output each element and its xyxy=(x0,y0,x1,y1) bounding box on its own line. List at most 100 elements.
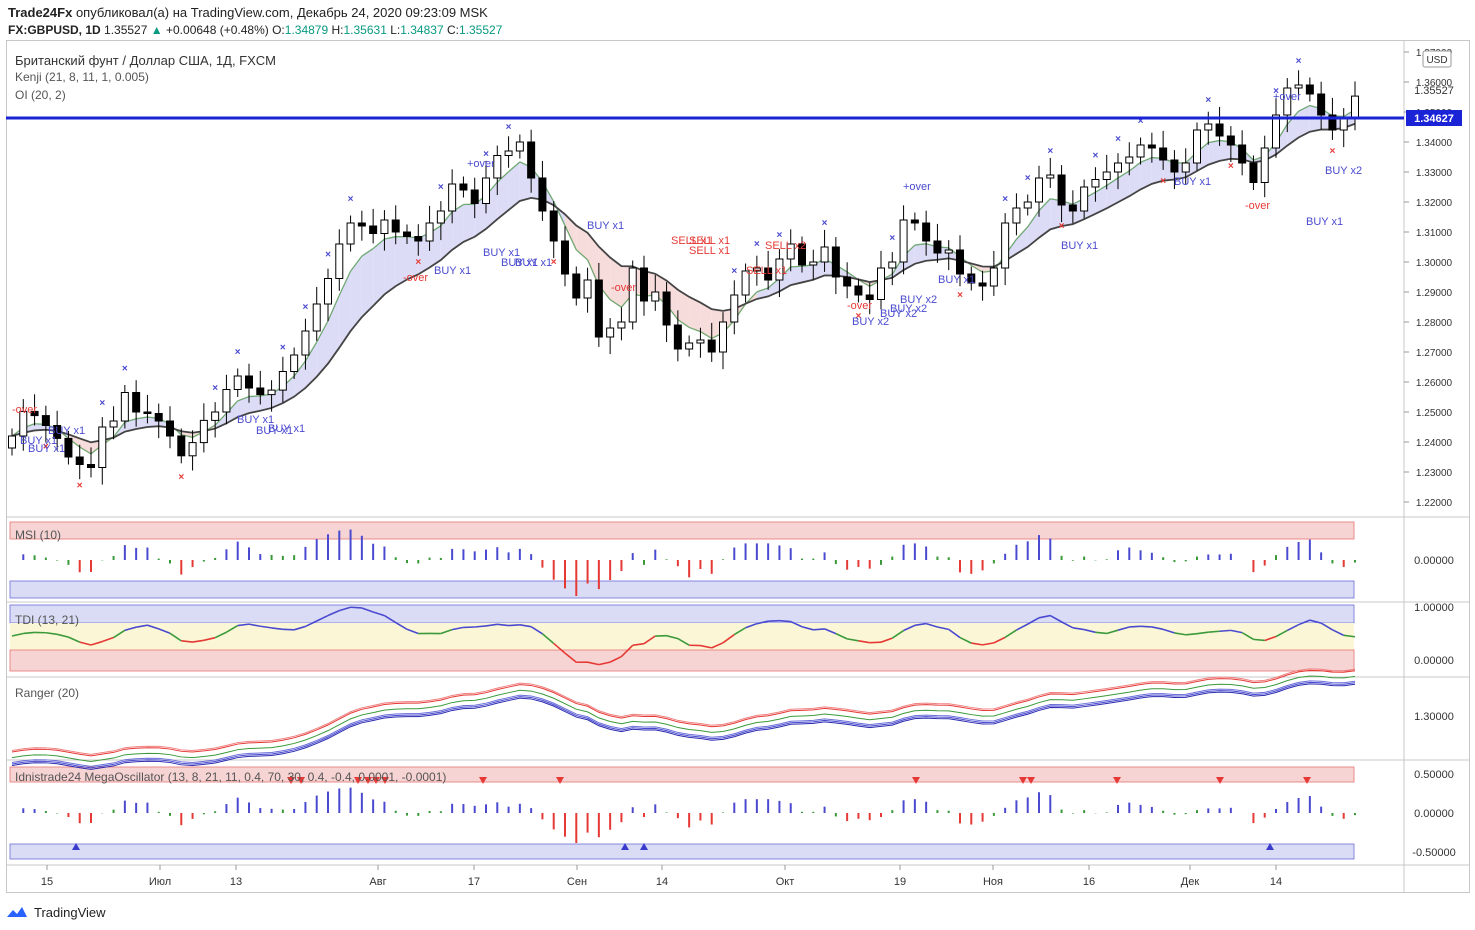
tdi-line-segment xyxy=(971,642,983,646)
kenji-cloud-segment xyxy=(1118,170,1130,203)
kenji-cloud-segment xyxy=(452,204,464,250)
tdi-line-segment xyxy=(1253,638,1265,642)
tdi-line-segment xyxy=(282,628,295,631)
candle-body xyxy=(583,279,592,299)
time-tick-label: Июл xyxy=(149,876,171,888)
tdi-line-segment xyxy=(192,639,204,643)
candle-body xyxy=(459,183,468,191)
over-signal-label: +over xyxy=(1273,91,1301,103)
price-line-label-bg xyxy=(1406,110,1462,126)
msi-legend[interactable]: MSI (10) xyxy=(15,528,61,542)
mega-buy-triangle xyxy=(640,843,648,850)
tdi-line-segment xyxy=(372,611,385,617)
price-tick-label: 1.29000 xyxy=(1416,288,1453,299)
mega-legend[interactable]: Idnistrade24 MegaOscillator (13, 8, 21, … xyxy=(15,770,446,784)
candle-body xyxy=(87,464,95,468)
tdi-line-segment xyxy=(1140,625,1152,628)
under-signal-label: -over xyxy=(403,272,428,284)
candle-body xyxy=(1328,114,1337,131)
tdi-line-segment xyxy=(847,638,859,642)
candle-body xyxy=(324,278,332,305)
mega-sell-triangle xyxy=(556,777,564,784)
tdi-line-segment xyxy=(733,627,746,636)
kenji-fast-line-segment xyxy=(181,434,193,438)
price-tick-label: 1.23000 xyxy=(1416,468,1453,479)
under-signal-label: -over xyxy=(1245,200,1270,212)
kenji-fast-line-segment xyxy=(677,319,690,328)
candle-body xyxy=(820,246,829,263)
sell-cross-mark: × xyxy=(1330,146,1336,157)
candle-body xyxy=(877,267,885,300)
close-value: 1.35527 xyxy=(458,23,503,37)
candle-body xyxy=(1136,144,1145,158)
kenji-fast-line-segment xyxy=(564,225,577,251)
mega-sell-triangle xyxy=(381,777,389,784)
tdi-line-segment xyxy=(914,622,927,627)
candle-body xyxy=(188,442,197,457)
candle-body xyxy=(933,240,942,254)
time-tick-label: 19 xyxy=(894,876,906,888)
kenji-cloud-segment xyxy=(914,243,927,264)
legend-kenji[interactable]: Kenji (21, 8, 11, 1, 0.005) xyxy=(15,70,149,84)
mega-sell-triangle xyxy=(297,777,305,784)
tdi-line-segment xyxy=(519,624,532,628)
tdi-line-segment xyxy=(993,636,1006,644)
price-tick-label: 1.32000 xyxy=(1416,198,1453,209)
footer-brand[interactable]: TradingView xyxy=(34,904,106,920)
kenji-cloud-segment xyxy=(1129,162,1141,197)
buy-cross-mark: × xyxy=(731,266,737,277)
tdi-line-segment xyxy=(181,640,193,643)
buy-cross-mark: × xyxy=(777,230,783,241)
tdi-line-segment xyxy=(903,624,916,632)
kenji-cloud-segment xyxy=(576,225,588,260)
tdi-line-segment xyxy=(113,629,126,639)
candle-body xyxy=(696,339,705,344)
candles[interactable] xyxy=(8,70,1359,485)
price-tick-label: 1.30000 xyxy=(1416,258,1453,269)
buy-cross-mark: × xyxy=(1273,86,1279,97)
tdi-line-segment xyxy=(395,621,408,630)
mega-sell-triangle xyxy=(354,777,362,784)
tdi-line-segment xyxy=(497,623,509,627)
price-tick-label: 1.33000 xyxy=(1416,168,1453,179)
buy-cross-mark: × xyxy=(1205,95,1211,106)
time-tick-label: 14 xyxy=(656,876,668,888)
low-value: 1.34837 xyxy=(400,23,444,37)
chart-frame[interactable] xyxy=(6,40,1470,893)
tdi-line-segment xyxy=(1106,629,1119,635)
buy-cross-mark: × xyxy=(1047,146,1053,157)
ranger-legend[interactable]: Ranger (20) xyxy=(15,686,79,700)
time-axis[interactable]: 15 Июл 13 Авг 17 Сен 14 Окт 19 Ноя 16 Дек 14 xyxy=(41,865,1282,888)
candle-body xyxy=(707,339,716,353)
kenji-cloud-segment xyxy=(1016,226,1028,254)
candle-body xyxy=(1294,84,1303,89)
mega-sell-triangle xyxy=(1019,777,1027,784)
last-value: 1.35527 xyxy=(104,23,148,37)
buy-cross-mark: × xyxy=(889,233,895,244)
candle-body xyxy=(19,410,28,437)
price-tick-label: 1.28000 xyxy=(1416,318,1453,329)
kenji-fast-line-segment xyxy=(1117,170,1130,179)
kenji-cloud-segment xyxy=(1050,198,1062,230)
currency-box[interactable] xyxy=(1422,50,1452,68)
legend-oi[interactable]: OI (20, 2) xyxy=(15,88,66,102)
tdi-line-segment xyxy=(305,620,318,628)
candle-body xyxy=(1170,159,1179,173)
candle-body xyxy=(98,426,107,468)
kenji-cloud-segment xyxy=(440,211,453,260)
tdi-legend[interactable]: TDI (13, 21) xyxy=(15,613,79,627)
sell-cross-mark: × xyxy=(856,311,862,322)
currency-label: USD xyxy=(1426,55,1447,66)
kenji-cloud-segment xyxy=(1095,185,1107,214)
author[interactable]: Trade24Fx xyxy=(8,5,73,20)
candle-body xyxy=(414,236,423,242)
candle-body xyxy=(1193,129,1201,164)
time-tick-label: Сен xyxy=(567,876,587,888)
buy-signal-label: BUY x1 xyxy=(237,414,274,426)
tdi-line-segment xyxy=(271,627,283,631)
tdi-line-segment xyxy=(23,631,35,635)
candle-body xyxy=(1091,179,1100,188)
tdi-line-segment xyxy=(541,633,555,645)
publish-line: Trade24Fx опубликовал(а) на TradingView.… xyxy=(8,5,488,20)
